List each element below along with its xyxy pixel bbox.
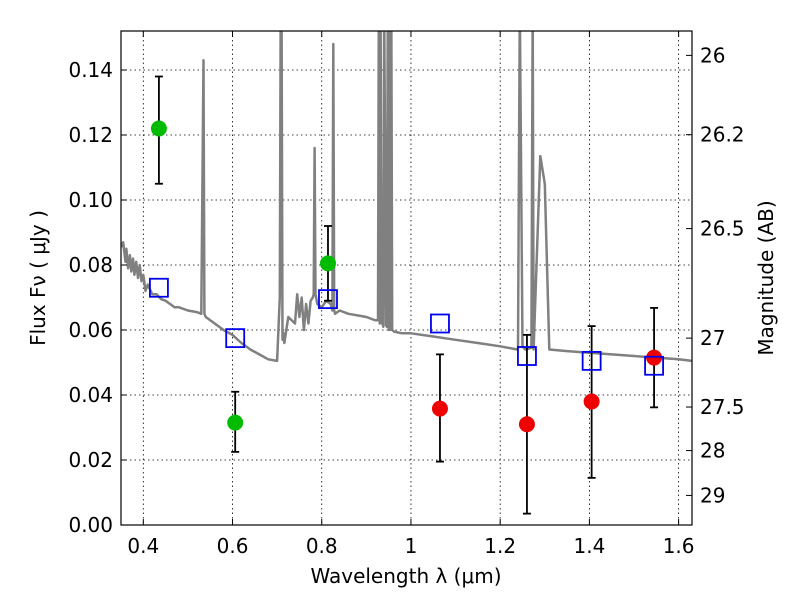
y-tick-label: 0.00 <box>68 513 113 537</box>
green-data-point <box>319 255 336 272</box>
tick-layer <box>121 31 692 526</box>
spectrum-layer <box>121 31 692 363</box>
y-tick-label: 0.14 <box>68 58 113 82</box>
x-tick-label: 0.4 <box>127 534 159 558</box>
y-tick-label: 0.06 <box>68 318 113 342</box>
right-tick-label: 27.5 <box>700 395 745 419</box>
x-tick-label: 1.4 <box>573 534 605 558</box>
y-tick-label: 0.04 <box>68 383 113 407</box>
model-square-point <box>430 313 450 334</box>
model-square-point <box>581 350 602 371</box>
red-data-point <box>431 400 448 417</box>
green-data-point <box>150 120 167 137</box>
x-tick-label: 0.6 <box>217 534 249 558</box>
model-square-point <box>644 355 664 376</box>
red-data-point <box>518 416 535 433</box>
right-tick-label: 26 <box>700 43 725 67</box>
marker-layer <box>149 120 664 433</box>
x-tick-label: 1 <box>405 534 418 558</box>
model-square-point <box>149 277 169 298</box>
tick-label-layer: 0.4 0.6 0.8 1 1.2 1.4 1.6 0.00 0.02 0.04 0.06 0.08 0… <box>68 43 744 558</box>
right-tick-label: 26.2 <box>700 123 745 147</box>
x-tick-label: 1.6 <box>663 534 695 558</box>
right-tick-label: 28 <box>700 439 725 463</box>
model-square-point <box>318 289 338 310</box>
x-axis-label: Wavelength λ (μm) <box>310 564 501 588</box>
right-tick-label: 29 <box>700 483 725 507</box>
y-tick-label: 0.02 <box>68 448 113 472</box>
y-tick-label: 0.08 <box>68 253 113 277</box>
y-axis-label: Flux Fν ( μJy ) <box>26 210 50 346</box>
plot-frame <box>120 30 693 526</box>
red-data-point <box>583 393 600 410</box>
right-axis-label: Magnitude (AB) <box>754 200 778 355</box>
x-tick-label: 0.8 <box>306 534 338 558</box>
model-square-point <box>517 346 537 366</box>
y-tick-label: 0.12 <box>68 123 113 147</box>
model-square-point <box>225 328 246 349</box>
spectrum-line <box>121 31 692 363</box>
right-tick-label: 27 <box>700 326 725 350</box>
y-tick-label: 0.10 <box>68 188 113 212</box>
green-data-point <box>227 414 244 431</box>
x-tick-label: 1.2 <box>484 534 516 558</box>
plot-background <box>121 31 692 525</box>
right-tick-label: 26.5 <box>700 217 745 241</box>
